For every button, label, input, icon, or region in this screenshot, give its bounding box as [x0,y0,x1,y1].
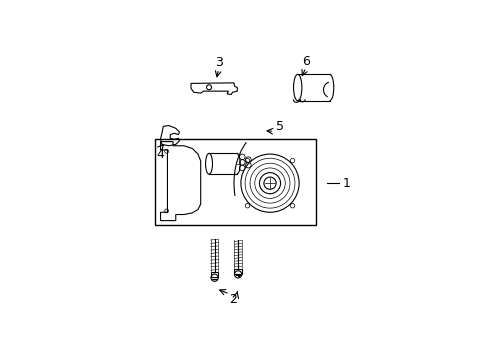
Text: 3: 3 [214,56,222,69]
Text: 2: 2 [228,293,236,306]
Bar [210,272,218,277]
Text: 1: 1 [342,177,349,190]
Text: 5: 5 [275,120,283,133]
Text: 4: 4 [156,148,164,161]
Text: 6: 6 [302,55,309,68]
Bar [155,139,315,225]
Bar [234,269,242,274]
